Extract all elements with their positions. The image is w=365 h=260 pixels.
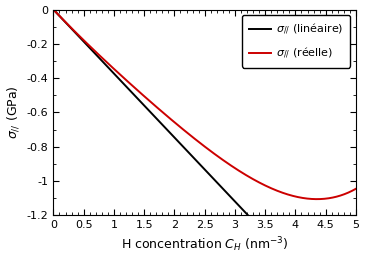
Y-axis label: $\sigma_{//}$ (GPa): $\sigma_{//}$ (GPa) (5, 86, 21, 139)
X-axis label: H concentration $C_H$ (nm$^{-3}$): H concentration $C_H$ (nm$^{-3}$) (121, 236, 289, 255)
Legend: $\sigma_{//}$ (linéaire), $\sigma_{//}$ (réelle): $\sigma_{//}$ (linéaire), $\sigma_{//}$ … (242, 15, 350, 68)
